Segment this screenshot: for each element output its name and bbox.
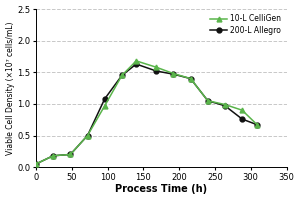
10-L CelliGen	[154, 66, 158, 68]
Line: 10-L CelliGen: 10-L CelliGen	[34, 58, 260, 166]
10-L CelliGen	[255, 124, 259, 126]
10-L CelliGen	[34, 163, 38, 165]
10-L CelliGen	[51, 155, 55, 157]
200-L Allegro	[172, 73, 175, 75]
X-axis label: Process Time (h): Process Time (h)	[115, 184, 207, 194]
200-L Allegro	[255, 124, 259, 126]
200-L Allegro	[134, 63, 138, 65]
10-L CelliGen	[86, 134, 89, 137]
200-L Allegro	[240, 118, 244, 120]
200-L Allegro	[51, 155, 55, 157]
10-L CelliGen	[189, 77, 192, 80]
10-L CelliGen	[103, 105, 106, 107]
200-L Allegro	[103, 98, 106, 100]
200-L Allegro	[189, 77, 192, 80]
200-L Allegro	[223, 105, 227, 107]
10-L CelliGen	[120, 74, 124, 77]
10-L CelliGen	[172, 72, 175, 75]
10-L CelliGen	[69, 153, 72, 156]
10-L CelliGen	[223, 103, 227, 106]
10-L CelliGen	[134, 60, 138, 62]
200-L Allegro	[86, 134, 89, 137]
Y-axis label: Viable Cell Density (×10⁷ cells/mL): Viable Cell Density (×10⁷ cells/mL)	[6, 21, 15, 155]
200-L Allegro	[206, 100, 210, 102]
200-L Allegro	[154, 70, 158, 72]
Legend: 10-L CelliGen, 200-L Allegro: 10-L CelliGen, 200-L Allegro	[209, 13, 283, 37]
200-L Allegro	[34, 163, 38, 165]
Line: 200-L Allegro: 200-L Allegro	[34, 62, 260, 166]
200-L Allegro	[120, 74, 124, 77]
10-L CelliGen	[240, 109, 244, 111]
10-L CelliGen	[206, 100, 210, 102]
200-L Allegro	[69, 153, 72, 156]
